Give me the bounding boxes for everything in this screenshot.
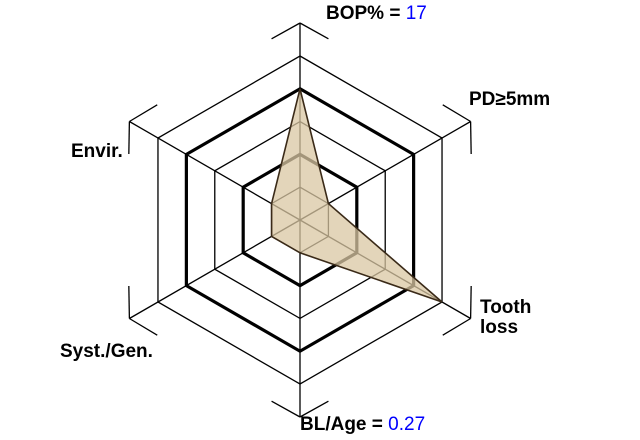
svg-text:BOP% = 17: BOP% = 17 <box>326 3 427 24</box>
svg-text:Envir.: Envir. <box>71 141 123 162</box>
svg-text:PD≥5mm: PD≥5mm <box>469 89 550 110</box>
svg-text:loss: loss <box>480 317 518 338</box>
svg-text:Syst./Gen.: Syst./Gen. <box>60 341 153 362</box>
svg-text:Tooth: Tooth <box>480 297 531 318</box>
svg-text:BL/Age = 0.27: BL/Age = 0.27 <box>300 414 425 435</box>
